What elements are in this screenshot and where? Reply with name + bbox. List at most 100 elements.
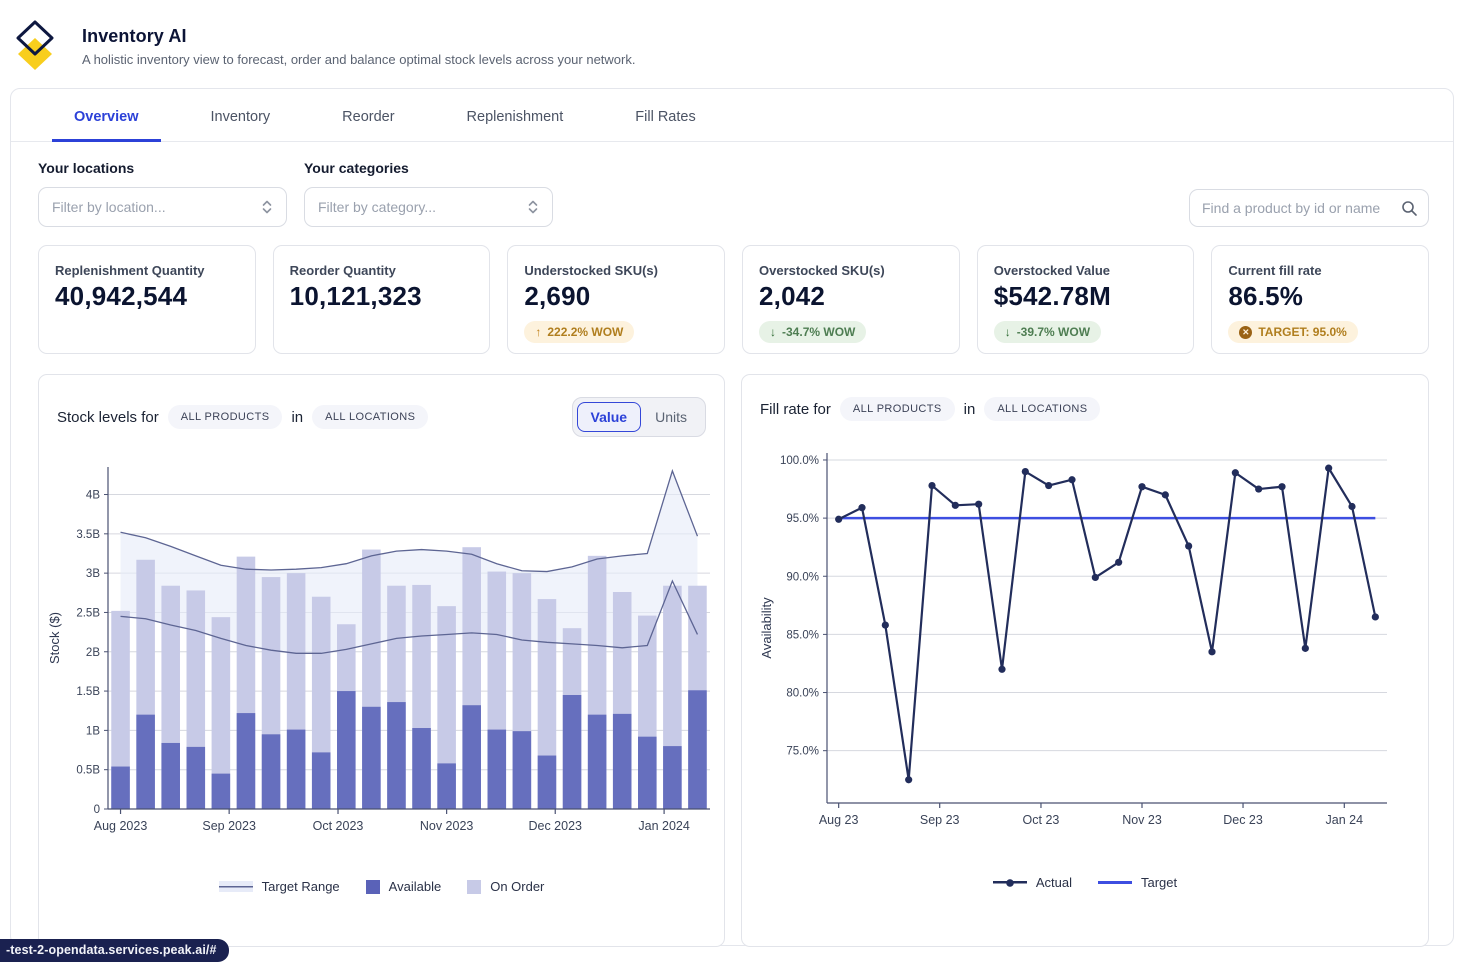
svg-text:2B: 2B [85,647,99,659]
stock-chart-title: Stock levels for [57,408,159,426]
chevron-updown-icon [262,200,272,214]
svg-text:Dec 23: Dec 23 [1223,813,1263,827]
inventory-ai-logo-icon [16,20,54,70]
badge-text: -39.7% WOW [1016,325,1091,339]
legend-label: Target Range [261,879,340,894]
legend-label: On Order [490,879,545,894]
svg-text:2.5B: 2.5B [76,607,100,619]
main-panel: Overview Inventory Reorder Replenishment… [10,88,1454,947]
stock-chart-legend: Target Range Available On Order [39,879,724,894]
svg-text:Jan 2024: Jan 2024 [638,819,689,833]
tab-inventory[interactable]: Inventory [210,109,271,125]
target-range-swatch [218,881,253,892]
location-filter-select[interactable]: Filter by location... [38,187,287,227]
tab-overview[interactable]: Overview [52,89,160,142]
fill-chart-legend: Actual Target [742,875,1428,890]
kpi-label: Understocked SKU(s) [524,263,658,278]
legend-label: Available [388,879,442,894]
kpi-value: 86.5% [1228,281,1304,311]
page-title: Inventory AI [82,25,187,46]
actual-line-swatch [992,877,1027,888]
target-badge: ✕ TARGET: 95.0% [1228,321,1358,343]
kpi-overstocked-skus: Overstocked SKU(s) 2,042 ↓ -34.7% WOW [742,245,960,354]
svg-text:Aug 2023: Aug 2023 [93,819,147,833]
tab-reorder[interactable]: Reorder [342,109,395,125]
svg-text:85.0%: 85.0% [786,629,819,641]
wow-change-badge: ↓ -34.7% WOW [759,321,867,343]
kpi-reorder-quantity: Reorder Quantity 10,121,323 [272,245,491,354]
svg-text:Oct 2023: Oct 2023 [312,819,363,833]
svg-text:3.5B: 3.5B [76,529,100,541]
kpi-row: Replenishment Quantity 40,942,544 Reorde… [11,227,1453,354]
location-filter-placeholder: Filter by location... [52,199,166,215]
svg-text:0.5B: 0.5B [76,765,100,777]
charts-row: Stock levels for ALL PRODUCTS in ALL LOC… [11,354,1453,947]
kpi-current-fill-rate: Current fill rate 86.5% ✕ TARGET: 95.0% [1211,245,1430,354]
svg-text:4B: 4B [85,490,99,502]
conjunction-text: in [291,408,304,426]
category-filter-placeholder: Filter by category... [318,199,437,215]
wow-change-badge: ↓ -39.7% WOW [993,321,1102,343]
fill-rate-chart-card: Fill rate for ALL PRODUCTS in ALL LOCATI… [741,374,1429,947]
kpi-overstocked-value: Overstocked Value $542.78M ↓ -39.7% WOW [976,245,1195,354]
badge-text: TARGET: 95.0% [1258,325,1347,339]
locations-filter-pill: ALL LOCATIONS [312,405,429,429]
stock-levels-chart-card: Stock levels for ALL PRODUCTS in ALL LOC… [38,374,726,947]
categories-filter-label: Your categories [304,160,409,176]
badge-text: 222.2% WOW [547,325,624,339]
locations-filter-pill: ALL LOCATIONS [984,397,1101,421]
category-filter-select[interactable]: Filter by category... [304,187,553,227]
down-arrow-icon: ↓ [1004,325,1011,339]
fill-rate-line-chart[interactable]: 75.0% 80.0% 85.0% 90.0% 95.0% 100.0% Aug 23 Sep… [755,437,1415,849]
available-swatch [365,879,380,894]
search-icon[interactable] [1401,200,1418,217]
kpi-label: Reorder Quantity [289,263,396,278]
legend-label: Actual [1035,875,1072,890]
legend-label: Target [1141,875,1178,890]
wow-change-badge: ↑ 222.2% WOW [524,321,635,343]
kpi-value: 40,942,544 [55,281,188,311]
circle-x-icon: ✕ [1239,325,1253,339]
svg-text:Jan 24: Jan 24 [1326,813,1364,827]
product-search-input[interactable] [1202,200,1401,216]
tab-replenishment[interactable]: Replenishment [466,109,564,125]
svg-text:3B: 3B [85,568,99,580]
link-url-status: -test-2-opendata.services.peak.ai/# [0,939,229,962]
target-line-swatch [1098,881,1132,884]
svg-text:1.5B: 1.5B [76,686,100,698]
svg-text:Availability: Availability [759,597,774,659]
toggle-value-button[interactable]: Value [576,402,642,432]
badge-text: -34.7% WOW [782,325,856,339]
svg-text:80.0%: 80.0% [786,688,819,700]
svg-text:Dec 2023: Dec 2023 [528,819,582,833]
up-arrow-icon: ↑ [535,325,542,339]
conjunction-text: in [963,400,976,418]
kpi-value: 2,690 [524,281,591,311]
toggle-units-button[interactable]: Units [655,409,688,425]
stock-levels-bar-chart[interactable]: 0 0.5B 1B 1.5B 2B 2.5B 3B 3.5B 4B Aug 2023 Sep 202… [44,453,720,853]
svg-text:Stock ($): Stock ($) [47,612,62,664]
on-order-swatch [467,879,482,894]
chevron-updown-icon [528,200,538,214]
svg-text:Sep 23: Sep 23 [920,813,960,827]
value-units-toggle: Value Units [571,397,707,437]
app-header: Inventory AI A holistic inventory view t… [0,0,1464,88]
svg-text:Nov 23: Nov 23 [1122,813,1162,827]
kpi-label: Replenishment Quantity [55,263,205,278]
down-arrow-icon: ↓ [770,325,777,339]
svg-text:Oct 23: Oct 23 [1023,813,1060,827]
kpi-value: 2,042 [759,281,826,311]
svg-text:Sep 2023: Sep 2023 [202,819,256,833]
kpi-label: Current fill rate [1228,263,1322,278]
svg-text:75.0%: 75.0% [786,746,819,758]
svg-text:Nov 2023: Nov 2023 [419,819,473,833]
svg-text:90.0%: 90.0% [786,571,819,583]
svg-text:1B: 1B [85,725,99,737]
page-subtitle: A holistic inventory view to forecast, o… [82,51,636,67]
tab-fill-rates[interactable]: Fill Rates [635,109,696,125]
kpi-value: $542.78M [993,281,1111,311]
svg-text:95.0%: 95.0% [786,513,819,525]
svg-text:0: 0 [93,804,99,816]
tab-bar: Overview Inventory Reorder Replenishment… [11,89,1453,142]
products-filter-pill: ALL PRODUCTS [167,405,283,429]
